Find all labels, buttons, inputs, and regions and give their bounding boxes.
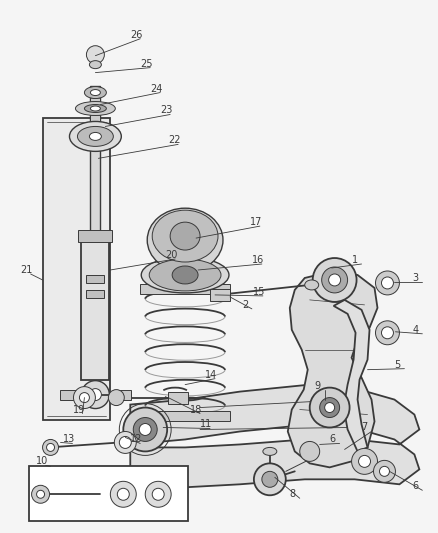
Text: 2: 2: [242, 300, 248, 310]
Text: 8: 8: [290, 489, 296, 499]
Circle shape: [320, 398, 339, 417]
Circle shape: [381, 277, 393, 289]
Text: 5: 5: [395, 360, 401, 370]
Text: 10: 10: [35, 456, 48, 466]
Circle shape: [117, 488, 129, 500]
Circle shape: [89, 389, 101, 401]
Circle shape: [86, 46, 104, 63]
Text: 14: 14: [205, 370, 217, 379]
Circle shape: [74, 386, 95, 409]
Circle shape: [379, 466, 389, 477]
Text: 16: 16: [252, 255, 264, 265]
Ellipse shape: [70, 122, 121, 151]
Ellipse shape: [85, 104, 106, 112]
Ellipse shape: [78, 126, 113, 147]
Bar: [113, 390, 131, 400]
Text: 1: 1: [352, 255, 358, 265]
Circle shape: [46, 443, 54, 451]
Circle shape: [375, 271, 399, 295]
Bar: [90, 86, 100, 235]
Circle shape: [81, 381, 110, 409]
Circle shape: [381, 327, 393, 339]
Bar: [168, 392, 188, 403]
Circle shape: [145, 481, 171, 507]
Bar: [28, 466, 188, 521]
Circle shape: [133, 417, 157, 441]
Circle shape: [124, 408, 167, 451]
Ellipse shape: [75, 101, 115, 116]
Text: 11: 11: [200, 419, 212, 430]
Bar: [42, 118, 110, 419]
Ellipse shape: [90, 106, 100, 111]
Bar: [81, 235, 110, 379]
Ellipse shape: [85, 86, 106, 99]
Bar: [90, 95, 100, 124]
Circle shape: [110, 481, 136, 507]
Ellipse shape: [172, 266, 198, 284]
Text: 20: 20: [165, 250, 177, 260]
Circle shape: [325, 402, 335, 413]
Bar: [86, 275, 104, 283]
Circle shape: [254, 463, 286, 495]
Text: 12: 12: [130, 434, 143, 445]
Text: 22: 22: [168, 135, 180, 146]
Circle shape: [108, 390, 124, 406]
Circle shape: [359, 455, 371, 467]
Ellipse shape: [141, 257, 229, 293]
Text: 7: 7: [361, 423, 368, 432]
Ellipse shape: [263, 447, 277, 455]
Text: 4: 4: [413, 325, 419, 335]
Circle shape: [300, 441, 320, 462]
Text: 13: 13: [63, 434, 75, 445]
Circle shape: [114, 432, 136, 454]
Circle shape: [32, 486, 49, 503]
Text: 19: 19: [72, 405, 85, 415]
Text: 3: 3: [413, 273, 419, 283]
Polygon shape: [334, 300, 370, 451]
Ellipse shape: [305, 280, 319, 290]
Circle shape: [374, 461, 396, 482]
Text: 6: 6: [413, 481, 419, 491]
Ellipse shape: [90, 90, 100, 95]
Circle shape: [321, 267, 348, 293]
Text: 21: 21: [21, 265, 33, 275]
Text: 6: 6: [330, 434, 336, 445]
Text: 25: 25: [140, 59, 153, 69]
Bar: [140, 410, 230, 421]
Circle shape: [313, 258, 357, 302]
Text: 9: 9: [314, 381, 321, 391]
Polygon shape: [288, 272, 378, 467]
Text: 24: 24: [150, 84, 162, 94]
Ellipse shape: [149, 259, 221, 291]
Ellipse shape: [147, 208, 223, 272]
Circle shape: [37, 490, 45, 498]
Text: 18: 18: [190, 405, 202, 415]
Ellipse shape: [89, 132, 101, 140]
Bar: [86, 290, 104, 298]
Text: 17: 17: [250, 217, 262, 227]
Ellipse shape: [89, 61, 101, 69]
Bar: [210, 289, 230, 301]
Circle shape: [352, 448, 378, 474]
Text: 15: 15: [253, 287, 265, 297]
Bar: [78, 230, 112, 242]
Circle shape: [328, 274, 341, 286]
Circle shape: [79, 393, 89, 402]
Polygon shape: [130, 385, 419, 487]
Bar: [140, 284, 230, 294]
Circle shape: [375, 321, 399, 345]
Circle shape: [139, 424, 151, 435]
Text: 23: 23: [160, 106, 173, 116]
Circle shape: [262, 471, 278, 487]
Circle shape: [119, 437, 131, 448]
Circle shape: [310, 387, 350, 427]
Ellipse shape: [170, 222, 200, 250]
Circle shape: [152, 488, 164, 500]
Bar: [60, 390, 78, 400]
Text: 26: 26: [130, 30, 143, 40]
Circle shape: [42, 439, 59, 455]
Ellipse shape: [152, 210, 218, 262]
